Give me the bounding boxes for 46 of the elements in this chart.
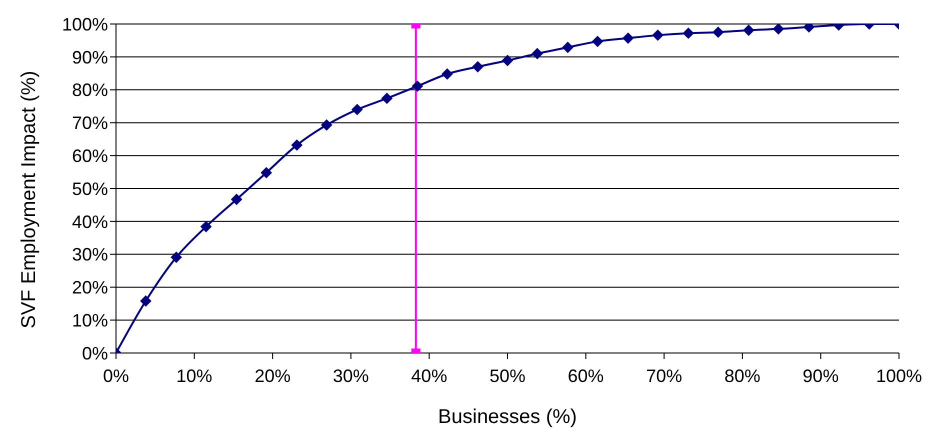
x-tick-label: 50% — [489, 366, 526, 386]
y-tick-label: 100% — [62, 14, 108, 34]
y-tick-label: 70% — [72, 113, 108, 134]
point — [321, 120, 332, 131]
y-tick-label: 40% — [72, 212, 108, 232]
point — [712, 26, 724, 38]
y-tick-label: 20% — [72, 278, 108, 298]
point — [412, 80, 423, 92]
point — [442, 68, 453, 80]
point — [352, 104, 363, 116]
point — [532, 48, 543, 60]
point — [231, 194, 242, 205]
point — [260, 167, 272, 178]
point — [472, 61, 484, 72]
x-tick-label: 40% — [411, 366, 448, 386]
x-tick-label: 100% — [876, 366, 922, 386]
point — [592, 36, 604, 47]
y-tick-label: 60% — [72, 146, 108, 166]
x-tick-label: 20% — [254, 366, 291, 386]
x-tick-label: 30% — [332, 366, 369, 386]
point — [381, 92, 392, 104]
point — [652, 30, 664, 41]
y-tick-label: 90% — [72, 47, 108, 68]
x-tick-label: 80% — [724, 366, 760, 386]
y-tick-label: 30% — [72, 244, 108, 265]
y-axis-title: SVF Employment Impact (%) — [18, 70, 40, 328]
point — [502, 55, 513, 66]
point — [682, 28, 694, 39]
point — [622, 32, 634, 44]
y-tick-label: 0% — [82, 343, 108, 364]
x-tick-label: 60% — [568, 366, 604, 386]
point — [170, 252, 182, 263]
point — [291, 140, 302, 151]
point — [743, 24, 754, 36]
point — [562, 42, 574, 53]
point — [772, 24, 784, 34]
point — [200, 221, 212, 232]
y-tick-label: 50% — [72, 178, 108, 199]
y-tick-label: 10% — [72, 310, 108, 330]
x-tick-label: 10% — [176, 366, 212, 386]
point — [140, 296, 152, 307]
y-tick-label: 80% — [72, 80, 108, 100]
x-tick-label: 90% — [802, 366, 839, 386]
x-tick-label: 0% — [102, 366, 130, 386]
x-tick-label: 70% — [646, 366, 682, 386]
x-axis-title: Businesses (%) — [438, 406, 577, 428]
